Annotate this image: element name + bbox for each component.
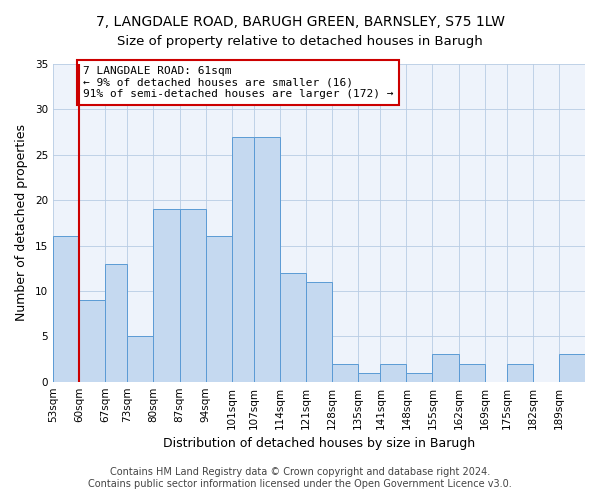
- Bar: [127, 336, 154, 382]
- Bar: [559, 354, 585, 382]
- Bar: [380, 364, 406, 382]
- Text: Size of property relative to detached houses in Barugh: Size of property relative to detached ho…: [117, 35, 483, 48]
- Y-axis label: Number of detached properties: Number of detached properties: [15, 124, 28, 322]
- Bar: [105, 264, 127, 382]
- X-axis label: Distribution of detached houses by size in Barugh: Distribution of detached houses by size …: [163, 437, 475, 450]
- Bar: [433, 354, 458, 382]
- Text: 7, LANGDALE ROAD, BARUGH GREEN, BARNSLEY, S75 1LW: 7, LANGDALE ROAD, BARUGH GREEN, BARNSLEY…: [95, 15, 505, 29]
- Text: Contains HM Land Registry data © Crown copyright and database right 2024.
Contai: Contains HM Land Registry data © Crown c…: [88, 468, 512, 489]
- Bar: [358, 372, 380, 382]
- Bar: [306, 282, 332, 382]
- Bar: [232, 136, 254, 382]
- Bar: [458, 364, 485, 382]
- Bar: [332, 364, 358, 382]
- Bar: [179, 209, 206, 382]
- Bar: [79, 300, 105, 382]
- Bar: [53, 236, 79, 382]
- Bar: [154, 209, 179, 382]
- Bar: [280, 273, 306, 382]
- Text: 7 LANGDALE ROAD: 61sqm
← 9% of detached houses are smaller (16)
91% of semi-deta: 7 LANGDALE ROAD: 61sqm ← 9% of detached …: [83, 66, 394, 99]
- Bar: [406, 372, 433, 382]
- Bar: [507, 364, 533, 382]
- Bar: [206, 236, 232, 382]
- Bar: [254, 136, 280, 382]
